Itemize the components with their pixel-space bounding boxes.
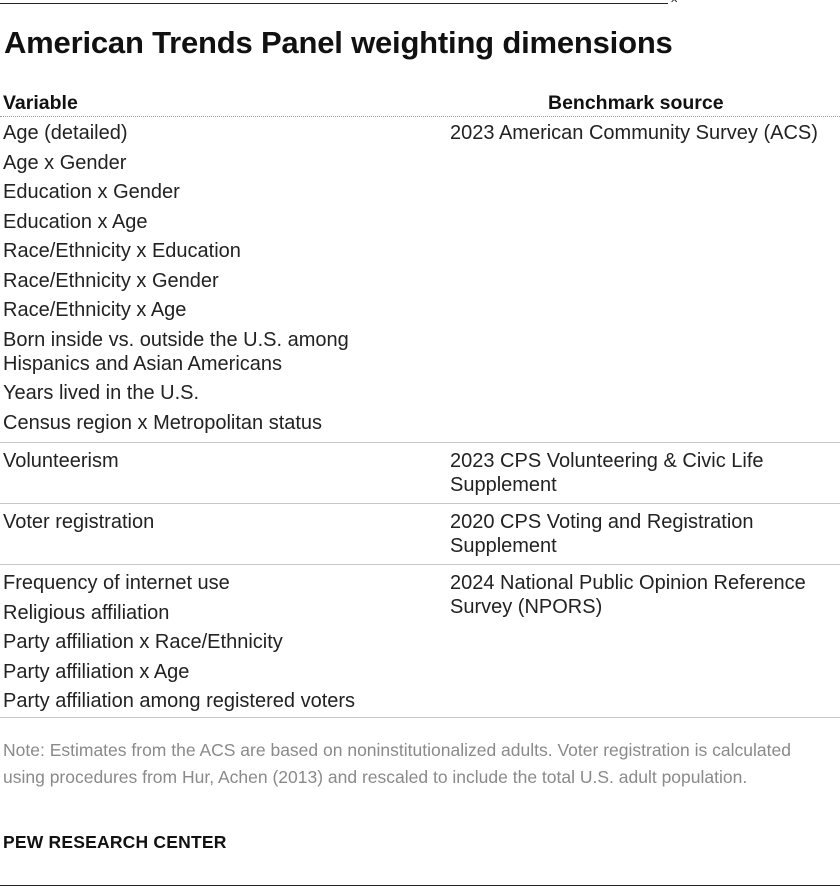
variable-list: Frequency of internet use Religious affi… (3, 571, 433, 719)
variable-item: Party affiliation among registered voter… (3, 690, 356, 712)
variable-item: Born inside vs. outside the U.S. among H… (3, 328, 349, 375)
column-header-benchmark-source: Benchmark source (548, 92, 724, 114)
variable-item: Census region x Metropolitan status (3, 411, 323, 434)
table-row-group-npors: Frequency of internet use Religious affi… (0, 567, 840, 718)
variable-item: Volunteerism (3, 450, 119, 472)
table-row-group-volunteering: Volunteerism 2023 CPS Volunteering & Civ… (0, 445, 840, 504)
variable-item: Education x Age (3, 210, 148, 233)
variable-item: Voter registration (3, 511, 155, 533)
variable-item: Years lived in the U.S. (3, 382, 200, 404)
variable-item: Frequency of internet use (3, 572, 230, 594)
benchmark-source-cell: 2024 National Public Opinion Reference S… (450, 572, 806, 618)
variable-item: Education x Gender (3, 181, 180, 203)
variable-item: Race/Ethnicity x Education (3, 240, 241, 262)
variable-list: Voter registration (3, 510, 433, 540)
bottom-rule (0, 885, 840, 886)
table-row-group-voting: Voter registration 2020 CPS Voting and R… (0, 506, 840, 565)
variable-item: Party affiliation x Race/Ethnicity (3, 631, 283, 653)
benchmark-source-cell: 2023 American Community Survey (ACS) (450, 122, 818, 144)
variable-list: Volunteerism (3, 449, 433, 479)
column-header-variable: Variable (3, 92, 78, 114)
variable-item: Race/Ethnicity x Age (3, 299, 187, 321)
variable-item: Age (detailed) (3, 122, 128, 144)
variable-item: Religious affiliation (3, 601, 170, 624)
corner-mark-icon: ✕ (670, 0, 682, 4)
variable-item: Age x Gender (3, 151, 127, 174)
source-credit: PEW RESEARCH CENTER (3, 832, 227, 852)
benchmark-source-cell: 2023 CPS Volunteering & Civic Life Suppl… (450, 450, 764, 496)
footnote: Note: Estimates from the ACS are based o… (3, 740, 791, 787)
page-title: American Trends Panel weighting dimensio… (4, 25, 673, 60)
top-rule (0, 3, 668, 4)
variable-item: Party affiliation x Age (3, 660, 190, 683)
table-row-group-acs: Age (detailed) Age x Gender Education x … (0, 119, 840, 443)
benchmark-source-cell: 2020 CPS Voting and Registration Supplem… (450, 511, 754, 557)
table-header-row: Variable Benchmark source (0, 91, 840, 117)
variable-item: Race/Ethnicity x Gender (3, 269, 219, 292)
variable-list: Age (detailed) Age x Gender Education x … (3, 121, 433, 440)
